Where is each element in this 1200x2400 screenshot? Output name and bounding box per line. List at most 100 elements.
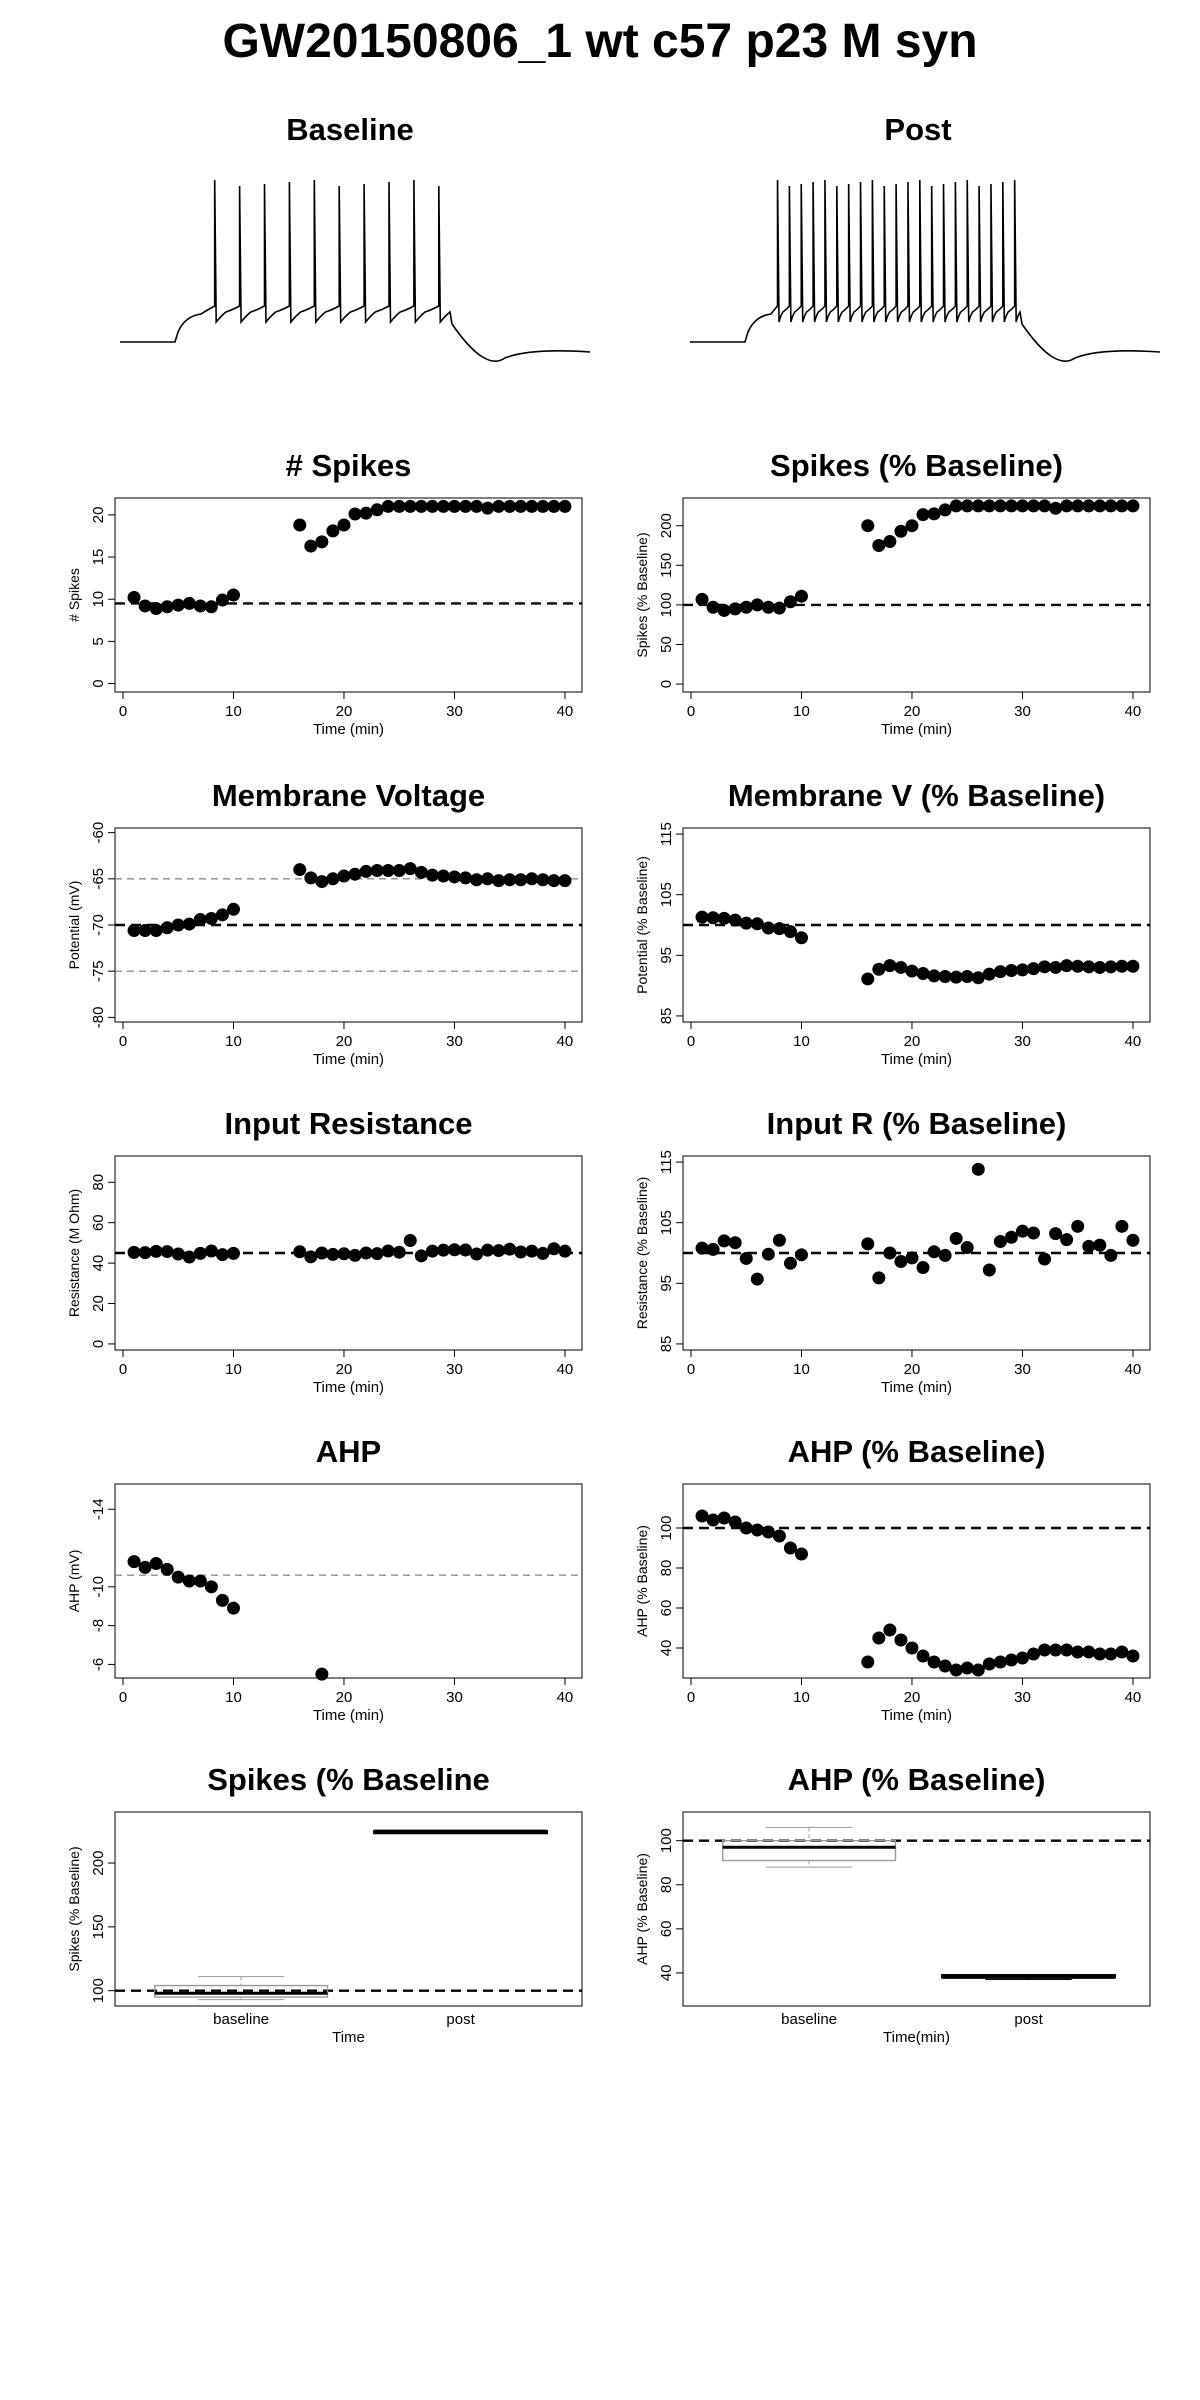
x-tick-label: 40 xyxy=(1125,703,1142,720)
data-point xyxy=(982,499,996,513)
data-point xyxy=(536,873,550,887)
data-point xyxy=(414,499,428,513)
data-point xyxy=(761,600,775,614)
y-tick-label: 115 xyxy=(658,822,675,846)
spikes-count-chart: # Spikes # Spikes 0 5 10 15 20 0 10 20 30 40 Time (m… xyxy=(66,448,583,738)
data-point xyxy=(447,870,461,884)
data-point xyxy=(1038,1252,1052,1266)
spikes-count-panel: # Spikes # Spikes 0 5 10 15 20 0 10 20 30 40 Time (m… xyxy=(0,430,600,760)
data-point xyxy=(127,1555,141,1569)
chart-title: AHP xyxy=(316,1434,381,1469)
data-point xyxy=(470,499,484,513)
y-tick-label: -60 xyxy=(90,822,107,844)
data-point xyxy=(993,1655,1007,1669)
data-point xyxy=(403,1233,417,1247)
membrane-v-percent-chart: Membrane V (% Baseline) Potential (% Base… xyxy=(634,778,1151,1068)
data-point xyxy=(481,1243,495,1257)
y-tick-label: 150 xyxy=(90,1914,107,1939)
data-point xyxy=(558,874,572,888)
y-axis-label: # Spikes xyxy=(66,568,82,622)
data-point xyxy=(470,1247,484,1261)
data-point xyxy=(381,1244,395,1258)
data-point xyxy=(536,1246,550,1260)
data-point xyxy=(1004,499,1018,513)
y-axis-label: Resistance (% Baseline) xyxy=(634,1177,650,1330)
y-tick-label: 40 xyxy=(90,1255,107,1272)
data-point xyxy=(783,1256,797,1270)
data-point xyxy=(872,1271,886,1285)
data-point xyxy=(894,524,908,538)
x-tick-label: 20 xyxy=(336,1361,353,1378)
data-point xyxy=(728,602,742,616)
data-point xyxy=(182,1574,196,1588)
data-point xyxy=(459,871,473,885)
data-point xyxy=(1093,1647,1107,1661)
data-point xyxy=(750,917,764,931)
data-point xyxy=(971,971,985,985)
data-point xyxy=(381,499,395,513)
data-point xyxy=(348,1248,362,1262)
data-point xyxy=(337,1247,351,1261)
data-point xyxy=(750,598,764,612)
x-tick-label: 10 xyxy=(793,1033,810,1050)
data-point xyxy=(514,1245,528,1259)
data-point xyxy=(916,508,930,522)
post-voltage-trace xyxy=(690,179,1160,362)
post-trace-title: Post xyxy=(884,112,952,147)
y-axis-label: Potential (% Baseline) xyxy=(634,856,650,994)
y-axis-label: Potential (mV) xyxy=(66,881,82,970)
data-point xyxy=(927,507,941,521)
box-body xyxy=(721,1839,897,1862)
data-point xyxy=(883,535,897,549)
data-point xyxy=(706,1513,720,1527)
y-tick-label: 100 xyxy=(658,1515,675,1540)
data-point xyxy=(525,499,539,513)
data-point xyxy=(326,524,340,538)
data-point xyxy=(436,499,450,513)
membrane-voltage-chart: Membrane Voltage Potential (mV) -80 -75 -70 -… xyxy=(66,778,583,1068)
x-tick-label: 20 xyxy=(904,1689,921,1706)
chart-title: Spikes (% Baseline) xyxy=(770,448,1063,483)
data-point xyxy=(492,1244,506,1258)
data-point xyxy=(1004,1653,1018,1667)
chart-title: Input Resistance xyxy=(224,1106,472,1141)
data-point xyxy=(1082,1645,1096,1659)
data-point xyxy=(695,1509,709,1523)
data-point xyxy=(1015,499,1029,513)
x-tick-label: 20 xyxy=(904,703,921,720)
data-point xyxy=(772,922,786,936)
data-point xyxy=(149,1557,163,1571)
data-point xyxy=(872,1631,886,1645)
input-resistance-panel: Input Resistance Resistance (M Ohm) 0 20 40 6… xyxy=(0,1088,600,1418)
data-point xyxy=(138,599,152,613)
y-tick-label: 105 xyxy=(658,882,675,907)
data-point xyxy=(1015,1224,1029,1238)
x-tick-label: 0 xyxy=(119,1033,127,1050)
data-point xyxy=(739,1251,753,1265)
y-tick-label: 60 xyxy=(90,1214,107,1231)
data-point xyxy=(149,601,163,615)
data-point xyxy=(138,924,152,938)
x-tick-label: 0 xyxy=(687,1361,695,1378)
x-tick-label: 20 xyxy=(336,1033,353,1050)
chart-title: Spikes (% Baseline xyxy=(207,1762,490,1797)
data-point xyxy=(1015,1651,1029,1665)
data-point xyxy=(960,499,974,513)
data-point xyxy=(436,1243,450,1257)
x-tick-label: 30 xyxy=(446,1361,463,1378)
y-tick-label: 50 xyxy=(658,636,675,653)
x-axis-label: Time (min) xyxy=(313,721,384,738)
data-point xyxy=(728,1236,742,1250)
data-point xyxy=(728,1515,742,1529)
y-tick-label: 0 xyxy=(90,679,107,687)
data-point xyxy=(525,872,539,886)
data-point xyxy=(1049,501,1063,515)
x-axis-label: Time (min) xyxy=(881,721,952,738)
data-point xyxy=(503,1242,517,1256)
data-point xyxy=(1060,959,1074,973)
ahp-percent-panel: AHP (% Baseline) AHP (% Baseline) 40 60 80 10… xyxy=(568,1416,1168,1746)
data-point xyxy=(1071,1645,1085,1659)
x-tick-label: 40 xyxy=(557,1689,574,1706)
data-point xyxy=(794,1547,808,1561)
y-tick-label: 20 xyxy=(90,507,107,524)
